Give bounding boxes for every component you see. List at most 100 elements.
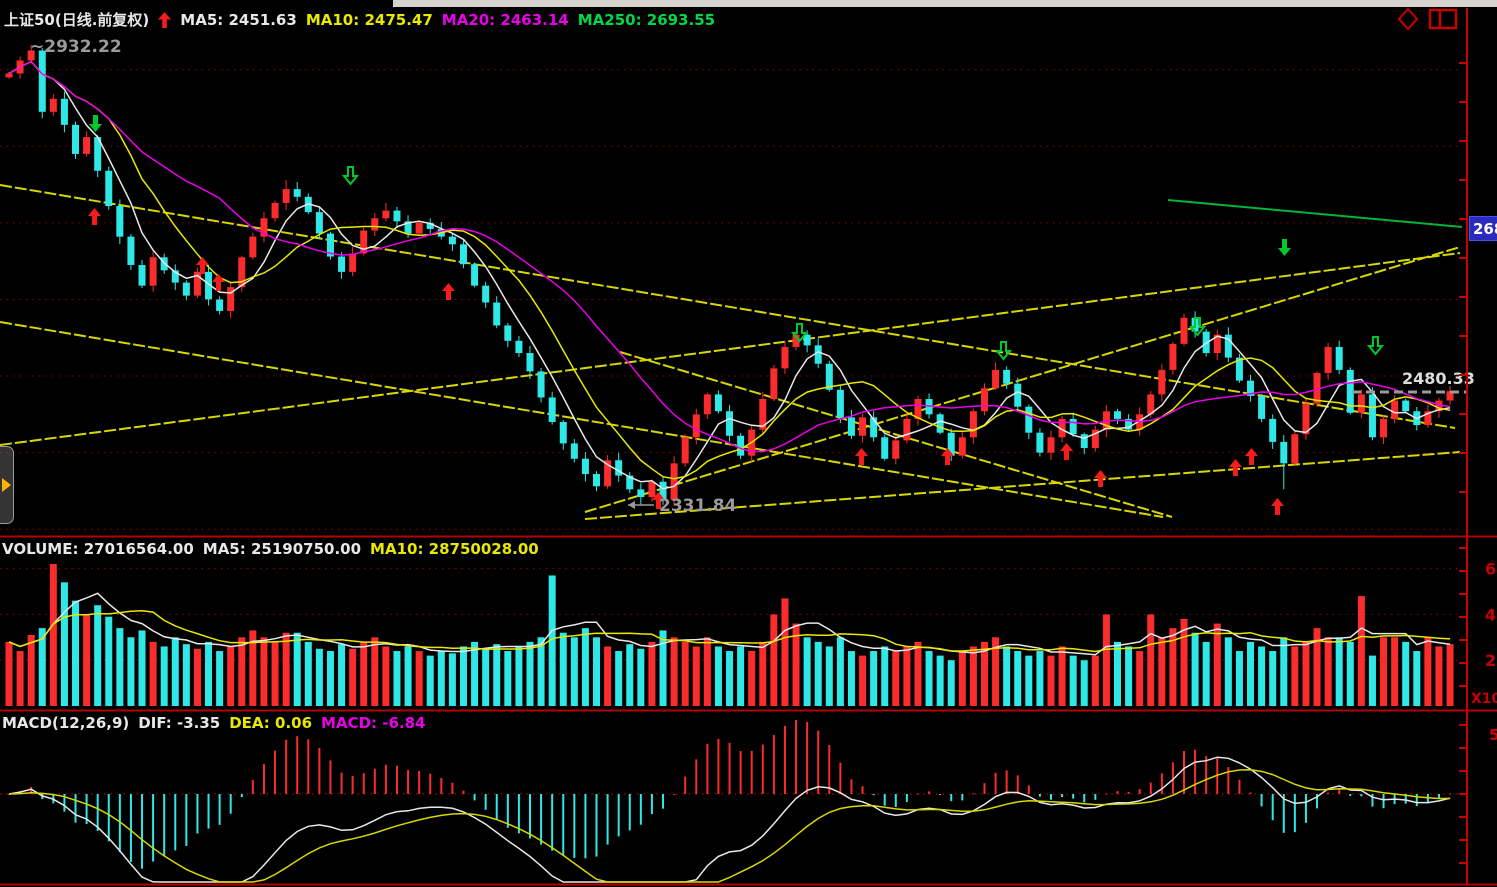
diamond-tool-icon[interactable] — [1397, 7, 1419, 31]
candle-body — [1368, 394, 1376, 438]
macd-hist-bar — [551, 794, 554, 851]
volume-bar — [1047, 655, 1055, 706]
candle-body — [1280, 441, 1288, 464]
macd-hist-bar — [839, 762, 842, 794]
volume-bar — [1080, 660, 1088, 706]
candle-body — [847, 417, 855, 436]
trendline — [584, 246, 1461, 513]
candle-body — [1380, 418, 1388, 438]
candle-body — [471, 264, 479, 286]
candle-body — [182, 282, 190, 296]
macd-hist-bar — [1094, 794, 1097, 800]
macd-hist-bar — [1260, 794, 1263, 807]
candle-body — [27, 50, 35, 61]
macd-hist-bar — [207, 794, 210, 829]
macd-hist-bar — [362, 773, 365, 794]
dea-line — [8, 769, 1451, 883]
volume-bar — [1258, 646, 1266, 706]
ma10-value: MA10: 2475.47 — [305, 10, 433, 29]
candle-body — [814, 345, 822, 364]
volume-bar — [1058, 646, 1066, 706]
macd-hist-bar — [74, 794, 77, 823]
volume-bar — [714, 646, 722, 706]
macd-hist-bar — [285, 739, 288, 794]
candle-body — [648, 481, 656, 498]
volume-bar — [282, 632, 290, 706]
volume-bar — [1202, 641, 1210, 706]
candle-body — [881, 437, 889, 459]
macd-hist-bar — [384, 764, 387, 794]
macd-hist-bar — [1005, 770, 1008, 794]
candle-body — [38, 50, 46, 112]
volume-bar — [459, 646, 467, 706]
macd-hist-bar — [606, 794, 609, 845]
expand-arrow-icon — [2, 478, 11, 492]
macd-hist-bar — [772, 734, 775, 794]
candle-body — [836, 389, 844, 418]
volume-bar — [1191, 632, 1199, 706]
volume-bar — [1391, 637, 1399, 706]
macd-hist-bar — [750, 750, 753, 794]
candle-body — [914, 399, 922, 419]
volume-bar — [1147, 614, 1155, 706]
macd-hist-bar — [1149, 782, 1152, 794]
candle-body — [781, 346, 789, 369]
candle-body — [249, 236, 257, 258]
buy-arrow-marker — [1229, 459, 1242, 476]
macd-hist-bar — [695, 759, 698, 794]
candle-body — [726, 411, 734, 436]
candle-body — [1025, 406, 1033, 433]
price-ma5 — [8, 60, 1451, 490]
volume-bar — [227, 646, 235, 706]
candle-body — [282, 189, 290, 203]
candle-body — [1069, 418, 1077, 435]
candle-body — [293, 189, 301, 197]
volume-bar — [1424, 637, 1432, 706]
macd-hist-bar — [739, 751, 742, 794]
buy-arrow-marker — [88, 208, 101, 225]
macd-hist-bar — [1227, 767, 1230, 794]
volume-bar — [160, 646, 168, 706]
volume-bar — [936, 655, 944, 706]
volume-bar — [1435, 646, 1443, 706]
sidebar-expand-handle[interactable] — [0, 446, 14, 524]
ma5-value: MA5: 2451.63 — [180, 10, 297, 29]
volume-bar — [271, 641, 279, 706]
candle-body — [227, 287, 235, 311]
split-window-icon[interactable] — [1428, 8, 1458, 30]
volume-bar — [260, 637, 268, 706]
macd-hist-bar — [562, 794, 565, 856]
volume-bar — [1102, 614, 1110, 706]
volume-bar — [171, 637, 179, 706]
candle-body — [1247, 380, 1255, 396]
macd-hist-bar — [783, 725, 786, 794]
volume-bar — [626, 644, 634, 706]
candle-body — [1258, 395, 1266, 419]
candle-body — [936, 414, 944, 433]
sell-arrow-marker — [1278, 239, 1291, 256]
candle-body — [459, 244, 467, 265]
macd-hist-bar — [1216, 758, 1219, 794]
candle-body — [615, 460, 623, 476]
volume-bar — [1413, 651, 1421, 706]
volume-bar — [1213, 623, 1221, 706]
macd-hist-bar — [617, 794, 620, 837]
sell-arrow-hollow-marker — [994, 341, 1013, 361]
volume-bar — [49, 564, 57, 706]
macd-hist-bar — [296, 736, 299, 794]
candle-body — [526, 353, 534, 372]
candle-body — [1402, 400, 1410, 412]
candle-body — [792, 334, 800, 347]
macd-hist-bar — [1138, 789, 1141, 794]
volume-bar — [349, 648, 357, 706]
candle-body — [193, 271, 201, 296]
macd-hist-bar — [196, 794, 199, 834]
volume-bar — [881, 646, 889, 706]
volume-bar — [504, 651, 512, 706]
candle-body — [969, 411, 977, 438]
volume-bar — [426, 655, 434, 706]
macd-hist-bar — [506, 794, 509, 828]
volume-bar — [1069, 655, 1077, 706]
